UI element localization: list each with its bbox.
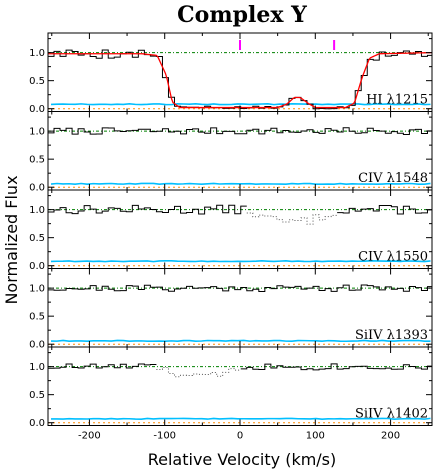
x-tick-label: 200: [381, 431, 400, 442]
y-tick-label: 0.5: [29, 390, 45, 401]
x-tick-label: 100: [306, 431, 325, 442]
y-tick-label: 1.0: [29, 362, 45, 373]
x-tick-label: 0: [237, 431, 243, 442]
flux-spectrum: [337, 204, 432, 215]
error-spectrum: [51, 417, 431, 420]
blended-region: [156, 367, 241, 378]
panel-3: 0.0 0.5 1.0 CIV λ1550: [29, 189, 433, 272]
ion-label: SiIV λ1402: [355, 407, 428, 422]
ion-label: HI λ1215: [366, 93, 428, 108]
blended-region: [246, 212, 338, 225]
y-tick-label: 0.5: [29, 312, 45, 323]
y-tick-label: 1.0: [29, 205, 45, 216]
panel-1: 0.0 0.5 1.0 HI λ1215: [29, 32, 433, 115]
y-tick-label: 0.0: [29, 418, 45, 429]
y-tick-label: 1.0: [29, 284, 45, 295]
x-tick-label: -100: [153, 431, 176, 442]
panel-4: 0.0 0.5 1.0 SiIV λ1393: [29, 268, 433, 351]
ion-label: CIV λ1550: [358, 250, 428, 265]
y-tick-label: 1.0: [29, 127, 45, 138]
y-tick-label: 0.0: [29, 183, 45, 194]
x-tick-labels: -200 -100 0 100 200: [78, 431, 400, 442]
flux-spectrum: [48, 363, 157, 369]
flux-spectrum: [48, 204, 247, 215]
ion-label: CIV λ1548: [358, 171, 428, 186]
y-tick-label: 0.0: [29, 340, 45, 351]
x-axis-label: Relative Velocity (km/s): [148, 450, 337, 469]
error-spectrum: [50, 339, 431, 343]
y-tick-label: 0.5: [29, 233, 45, 244]
error-spectrum: [50, 102, 431, 106]
panel-2: 0.0 0.5 1.0 CIV λ1548: [29, 111, 433, 194]
y-tick-label: 0.5: [29, 155, 45, 166]
flux-spectrum: [48, 127, 432, 135]
y-axis-label: Normalized Flux: [2, 175, 21, 304]
x-tick-label: -200: [78, 431, 101, 442]
y-tick-label: 0.0: [29, 261, 45, 272]
y-tick-label: 0.0: [29, 104, 45, 115]
panel-5: 0.0 0.5 1.0 SiIV λ1402: [29, 346, 433, 429]
flux-spectrum: [48, 284, 432, 292]
error-spectrum: [50, 182, 431, 186]
error-spectrum: [50, 259, 431, 263]
ion-label: SiIV λ1393: [355, 328, 428, 343]
y-tick-label: 1.0: [29, 48, 45, 59]
y-tick-label: 0.5: [29, 76, 45, 87]
chart-title: Complex Y: [177, 2, 307, 28]
flux-spectrum: [240, 363, 432, 371]
